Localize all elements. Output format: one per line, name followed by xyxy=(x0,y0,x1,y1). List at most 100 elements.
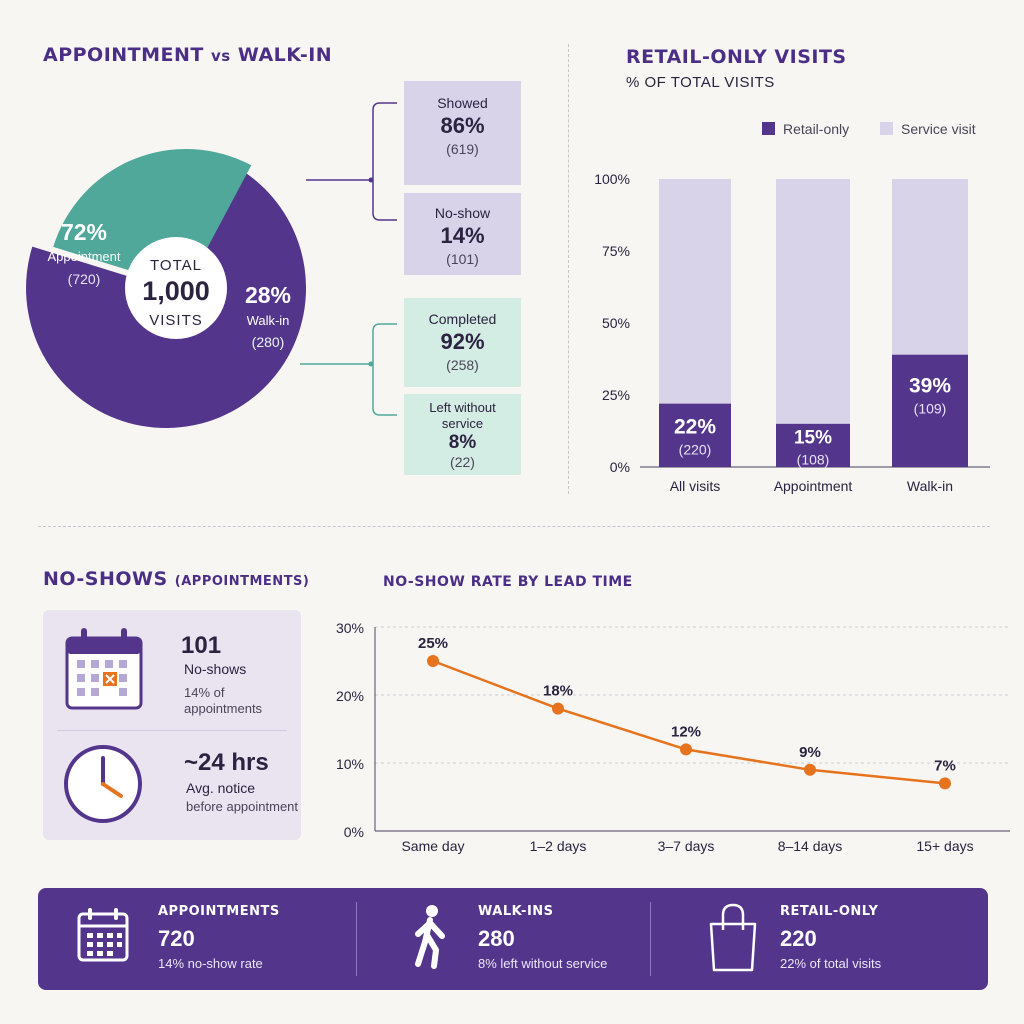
stacked-bar-chart: Retail-only Service visit 0% 25% 50% 75% 100% 2… xyxy=(594,121,990,494)
clock-icon xyxy=(64,745,142,823)
connector-dot-walkin xyxy=(368,361,374,367)
center-bottom-label: VISITS xyxy=(149,312,203,329)
horizontal-divider xyxy=(38,526,990,527)
data-point xyxy=(804,763,816,776)
data-point xyxy=(680,743,692,756)
box-completed: Completed 92% (258) xyxy=(404,298,521,387)
y-tick-label: 0% xyxy=(344,824,364,840)
no-shows-count: 101 xyxy=(181,632,222,659)
bar-count-label: (220) xyxy=(679,441,712,457)
connector-dot-appointment xyxy=(368,177,374,183)
y-tick-label: 25% xyxy=(602,387,630,403)
avg-notice-label: Avg. notice xyxy=(186,780,256,796)
x-tick-label: Walk-in xyxy=(907,478,953,494)
legend: Retail-only Service visit xyxy=(762,121,976,137)
legend-label-service-visit: Service visit xyxy=(901,121,976,137)
box-pct: 92% xyxy=(440,329,485,354)
banner-walkins-sub: 8% left without service xyxy=(478,956,608,971)
bar-service-visit xyxy=(659,179,731,404)
no-shows-sub2: appointments xyxy=(184,701,263,716)
data-label: 25% xyxy=(418,635,448,652)
box-label: Showed xyxy=(437,95,488,111)
y-tick-label: 10% xyxy=(336,756,364,772)
box-left-without-service: Left without service 8% (22) xyxy=(404,394,521,475)
donut-center xyxy=(125,237,227,339)
box-showed: Showed 86% (619) xyxy=(404,81,521,185)
walkin-label: Walk-in xyxy=(247,313,290,328)
data-point xyxy=(552,702,564,715)
banner-walkins-head: WALK-INS xyxy=(478,904,554,919)
banner-retail-sub: 22% of total visits xyxy=(780,956,882,971)
line-chart: 0% 10% 20% 30% 25% Same day 18% 1–2 days 12% 3–7 … xyxy=(336,620,1010,854)
x-tick-label: Same day xyxy=(401,838,464,854)
x-tick-label: 3–7 days xyxy=(658,838,715,854)
x-tick-label: Appointment xyxy=(774,478,853,494)
box-label: No-show xyxy=(434,205,491,221)
legend-swatch-service-visit xyxy=(880,122,893,135)
banner-appointments-sub: 14% no-show rate xyxy=(158,956,263,971)
walkin-count: (280) xyxy=(252,334,285,350)
bar-count-label: (108) xyxy=(797,451,830,467)
y-tick-label: 100% xyxy=(594,171,630,187)
appointment-pct: 72% xyxy=(61,219,107,245)
title-appointment: APPOINTMENT xyxy=(43,44,204,66)
x-tick-label: 15+ days xyxy=(916,838,973,854)
data-label: 12% xyxy=(671,723,701,740)
center-top-label: TOTAL xyxy=(150,257,202,274)
bar-count-label: (109) xyxy=(914,401,947,417)
no-shows-title-small: (APPOINTMENTS) xyxy=(174,574,310,589)
box-pct: 8% xyxy=(448,432,477,453)
box-pct: 14% xyxy=(440,223,485,248)
data-point xyxy=(427,655,439,667)
retail-only-title: RETAIL-ONLY VISITS xyxy=(626,46,847,68)
vertical-divider xyxy=(568,44,569,494)
walking-person-icon xyxy=(415,905,445,969)
y-tick-label: 0% xyxy=(610,459,630,475)
summary-banner: APPOINTMENTS 720 14% no-show rate WALK-I… xyxy=(38,888,988,990)
box-count: (619) xyxy=(446,141,479,157)
banner-separator xyxy=(650,902,651,976)
calendar-icon xyxy=(65,628,143,710)
no-shows-label: No-shows xyxy=(184,661,247,677)
box-label: Left without service xyxy=(429,400,496,431)
y-tick-label: 20% xyxy=(336,688,364,704)
banner-retail-head: RETAIL-ONLY xyxy=(780,904,879,919)
banner-appointments-head: APPOINTMENTS xyxy=(158,904,280,919)
box-count: (101) xyxy=(446,251,479,267)
appointment-label: Appointment xyxy=(48,249,121,264)
bar-value-label: 39% xyxy=(909,375,951,398)
data-point xyxy=(939,777,951,790)
avg-notice-value: ~24 hrs xyxy=(184,749,269,776)
y-tick-label: 50% xyxy=(602,315,630,331)
box-label: Completed xyxy=(428,311,497,327)
y-tick-label: 75% xyxy=(602,243,630,259)
appointment-count: (720) xyxy=(68,271,101,287)
title-vs: vs xyxy=(211,47,231,65)
walkin-pct: 28% xyxy=(245,282,291,308)
x-tick-label: 1–2 days xyxy=(530,838,587,854)
data-label: 18% xyxy=(543,683,573,700)
bracket-appointment xyxy=(372,102,397,221)
banner-walkins-value: 280 xyxy=(478,926,515,951)
bar-retail-only xyxy=(659,403,731,467)
no-shows-sub1: 14% of xyxy=(184,685,225,700)
x-tick-label: All visits xyxy=(670,478,721,494)
retail-only-subtitle: % OF TOTAL VISITS xyxy=(626,74,775,91)
section1-title: APPOINTMENT vs WALK-IN xyxy=(43,44,332,66)
banner-appointments-value: 720 xyxy=(158,926,195,951)
data-label: 7% xyxy=(934,757,956,774)
bar-value-label: 22% xyxy=(674,415,716,438)
bar-service-visit xyxy=(776,179,850,424)
banner-separator xyxy=(356,902,357,976)
box-count: (258) xyxy=(446,357,479,373)
title-walkin: WALK-IN xyxy=(237,44,333,66)
avg-notice-sub: before appointment xyxy=(186,799,299,814)
center-total-value: 1,000 xyxy=(142,276,210,306)
lead-time-title: NO-SHOW RATE BY LEAD TIME xyxy=(383,574,633,590)
legend-label-retail-only: Retail-only xyxy=(783,121,849,137)
bracket-walkin xyxy=(372,323,397,416)
no-shows-card: 101 No-shows 14% of appointments ~24 hrs… xyxy=(43,610,301,840)
data-label: 9% xyxy=(799,744,821,761)
box-count: (22) xyxy=(450,454,475,470)
banner-retail-value: 220 xyxy=(780,926,817,951)
